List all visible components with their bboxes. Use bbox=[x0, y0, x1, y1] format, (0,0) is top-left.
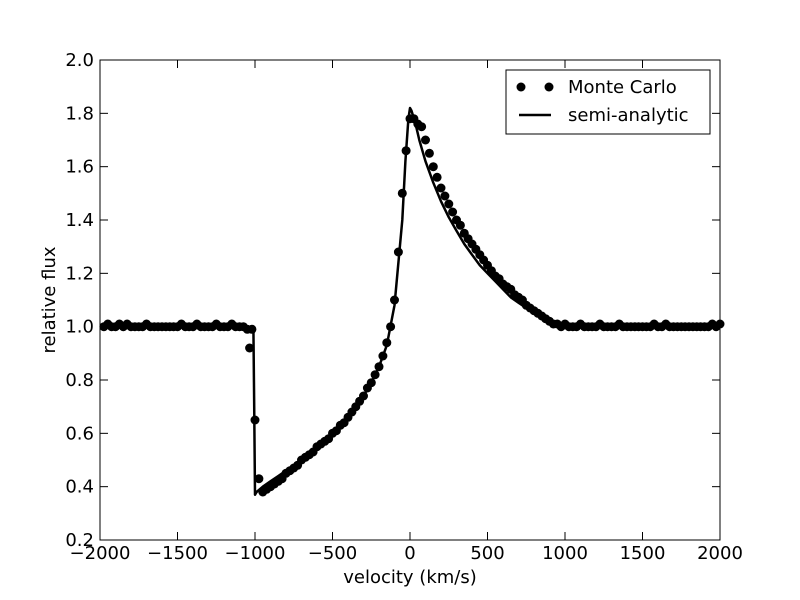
x-tick-label: 2000 bbox=[697, 543, 743, 564]
monte-carlo-point bbox=[432, 172, 442, 182]
y-tick-label: 1.8 bbox=[65, 103, 94, 124]
legend-box bbox=[505, 69, 711, 135]
monte-carlo-point bbox=[374, 362, 384, 372]
x-tick-label: 1000 bbox=[542, 543, 588, 564]
monte-carlo-point bbox=[444, 199, 454, 209]
legend-marker-monte-carlo bbox=[516, 82, 526, 92]
monte-carlo-point bbox=[247, 324, 257, 334]
y-tick-label: 0.4 bbox=[65, 477, 94, 498]
monte-carlo-point bbox=[378, 351, 388, 361]
y-tick-label: 1.2 bbox=[65, 263, 94, 284]
x-tick-label: 1500 bbox=[620, 543, 666, 564]
x-tick-label: 500 bbox=[470, 543, 504, 564]
y-tick-label: 0.2 bbox=[65, 530, 94, 551]
monte-carlo-point bbox=[397, 188, 407, 198]
monte-carlo-point bbox=[366, 378, 376, 388]
y-tick-label: 0.8 bbox=[65, 370, 94, 391]
monte-carlo-point bbox=[370, 370, 380, 380]
monte-carlo-point bbox=[421, 135, 430, 145]
monte-carlo-point bbox=[455, 220, 465, 230]
monte-carlo-point bbox=[382, 338, 392, 348]
monte-carlo-point bbox=[393, 247, 403, 257]
legend-label-semi-analytic: semi-analytic bbox=[568, 105, 689, 126]
x-axis-label: velocity (km/s) bbox=[343, 567, 477, 588]
y-axis-label: relative flux bbox=[39, 246, 60, 353]
monte-carlo-point bbox=[424, 148, 434, 158]
y-tick-label: 1.0 bbox=[65, 317, 94, 338]
x-tick-label: −1000 bbox=[225, 543, 286, 564]
y-tick-label: 0.6 bbox=[65, 423, 94, 444]
monte-carlo-point bbox=[386, 322, 396, 332]
legend: Monte Carlo semi-analytic bbox=[505, 69, 711, 135]
monte-carlo-point bbox=[448, 207, 458, 217]
y-axis: 0.2 0.4 0.6 0.8 1.0 1.2 1.4 1.6 1.8 2.0 bbox=[65, 50, 720, 551]
monte-carlo-point bbox=[359, 391, 368, 401]
monte-carlo-point bbox=[390, 295, 399, 305]
monte-carlo-point bbox=[440, 191, 450, 201]
x-tick-label: 0 bbox=[404, 543, 415, 564]
y-tick-label: 1.6 bbox=[65, 157, 94, 178]
monte-carlo-point bbox=[245, 343, 255, 353]
monte-carlo-point bbox=[417, 122, 427, 132]
legend-marker-monte-carlo bbox=[544, 82, 554, 92]
x-tick-label: −500 bbox=[308, 543, 357, 564]
monte-carlo-point bbox=[436, 183, 446, 193]
monte-carlo-point bbox=[428, 162, 438, 172]
monte-carlo-point bbox=[401, 146, 411, 156]
x-axis: −2000 −1500 −1000 −500 0 500 1000 1500 2000 bbox=[70, 60, 743, 564]
monte-carlo-series bbox=[99, 114, 725, 497]
y-tick-label: 1.4 bbox=[65, 210, 94, 231]
y-tick-label: 2.0 bbox=[65, 50, 94, 71]
legend-label-monte-carlo: Monte Carlo bbox=[568, 77, 677, 98]
x-tick-label: −1500 bbox=[147, 543, 208, 564]
monte-carlo-point bbox=[254, 474, 264, 484]
monte-carlo-point bbox=[250, 415, 260, 425]
x-tick-label: −2000 bbox=[70, 543, 131, 564]
plot-area bbox=[99, 106, 725, 497]
